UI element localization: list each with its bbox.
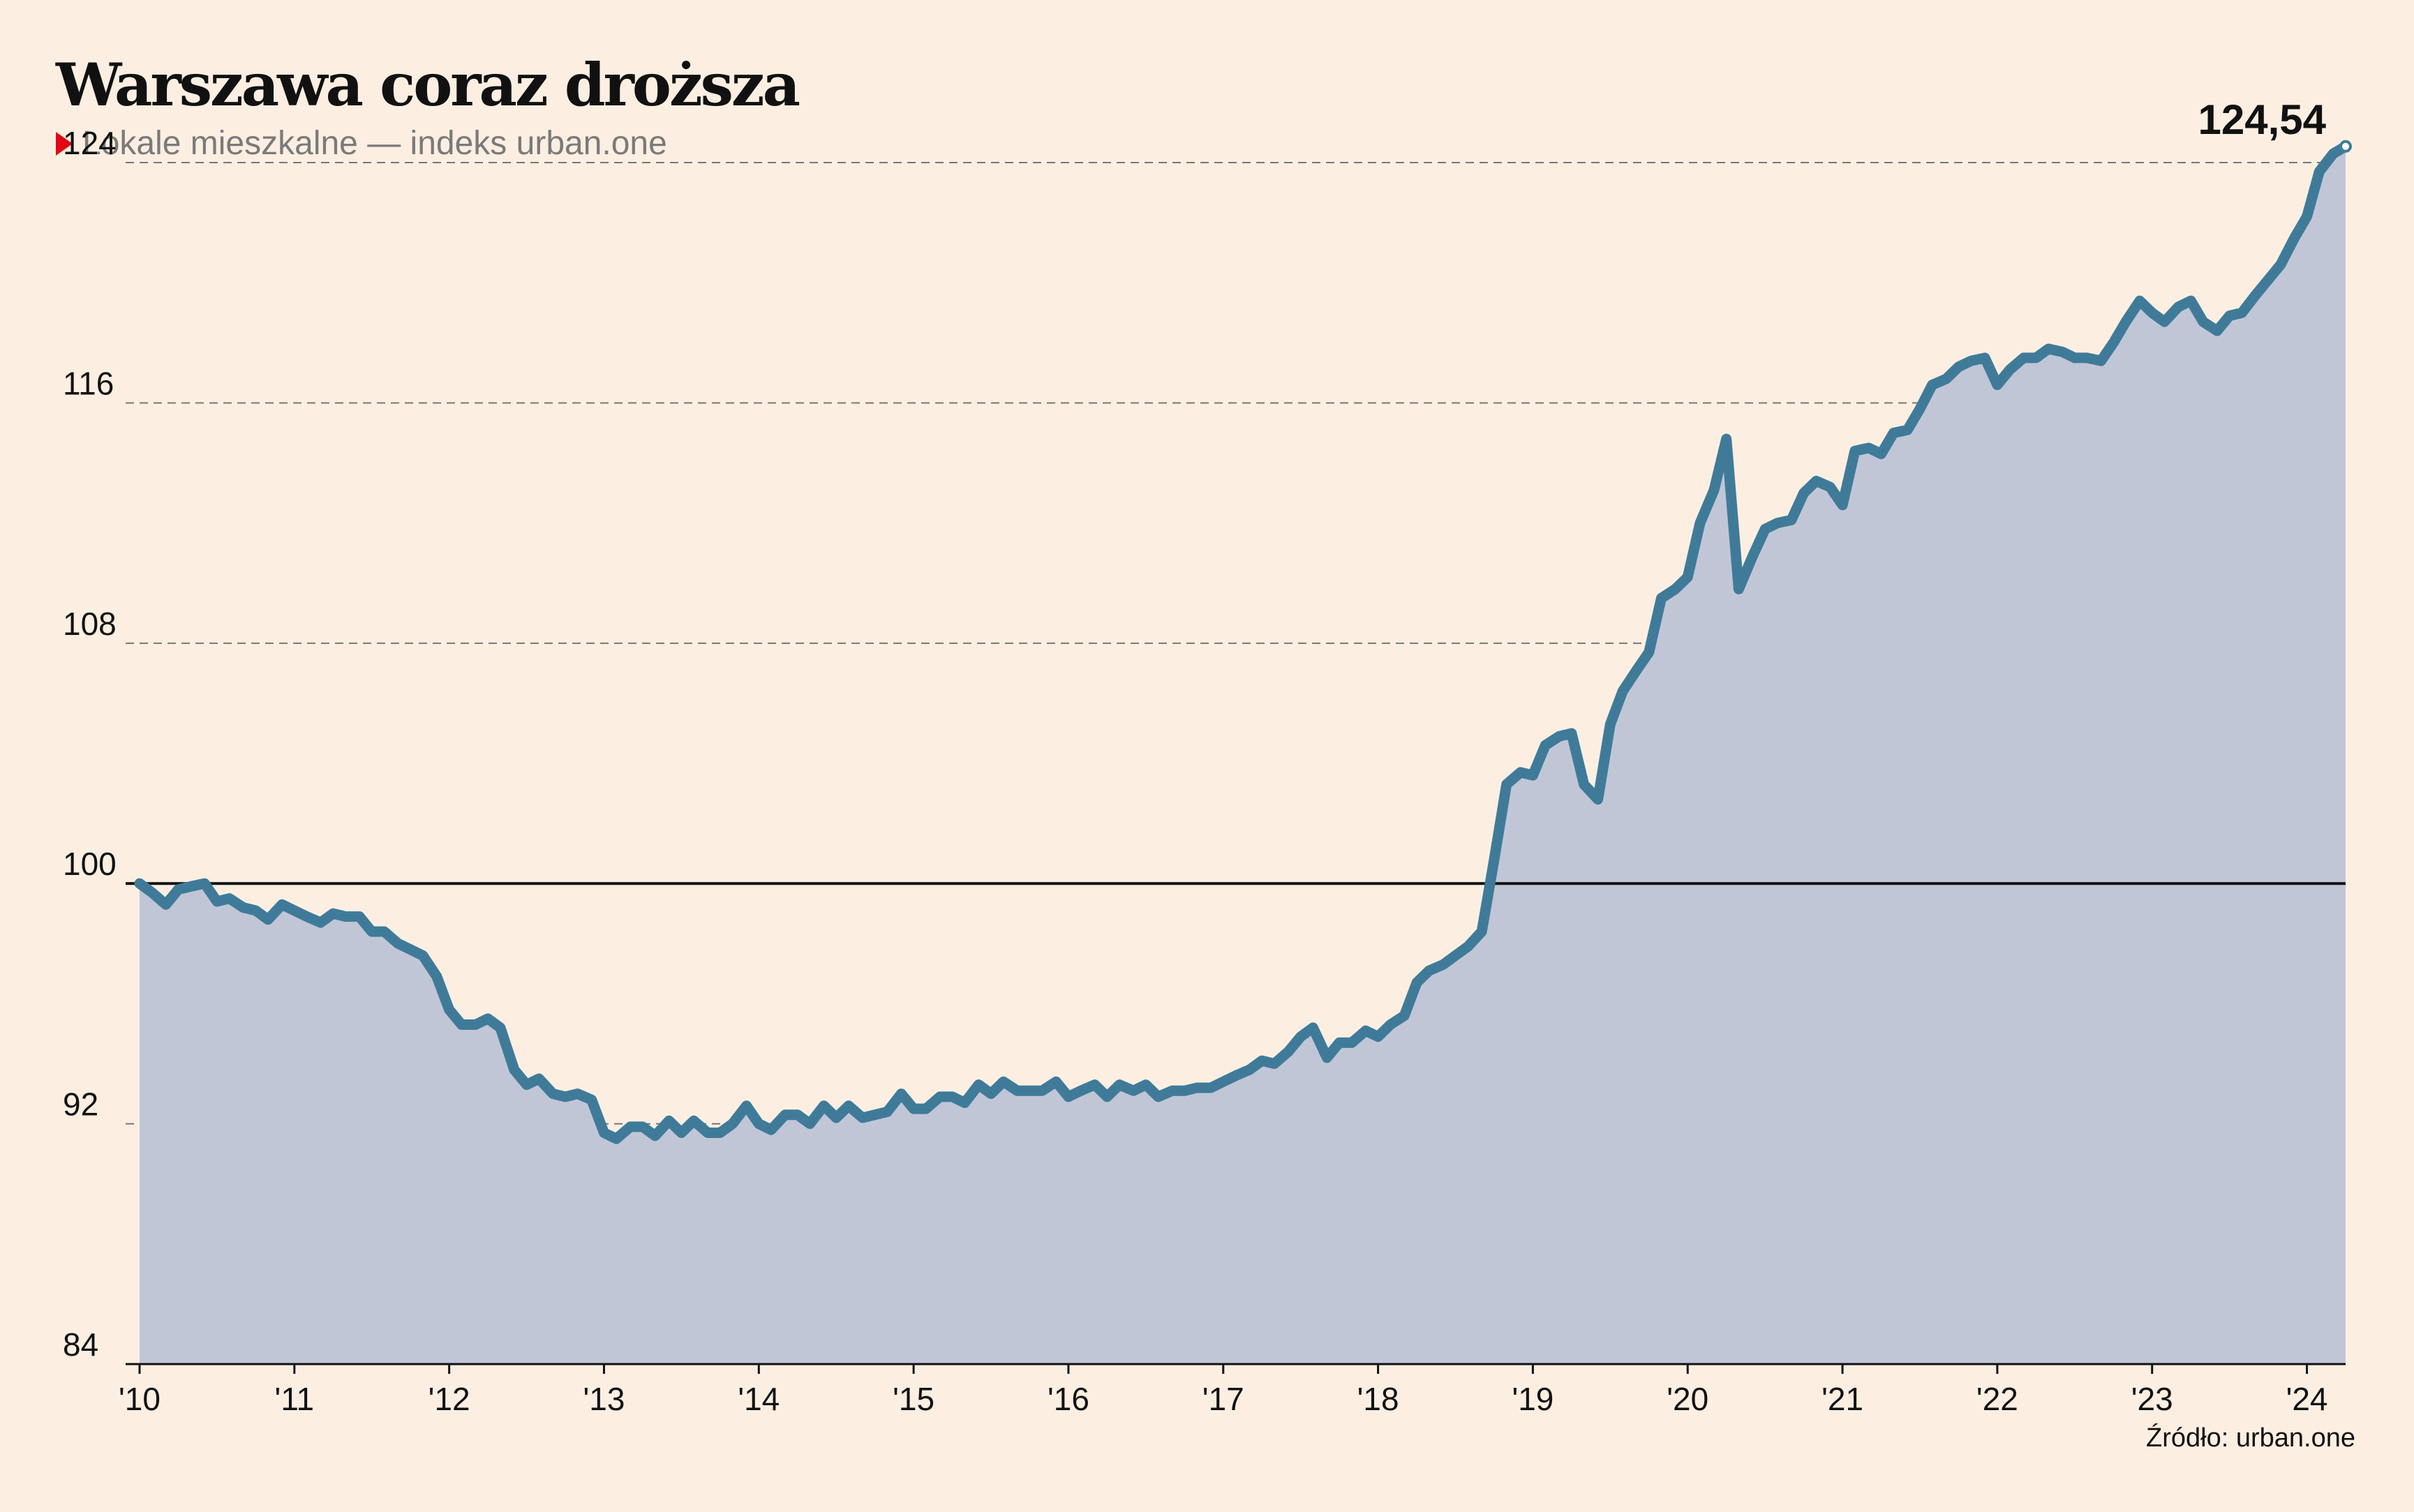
y-tick-label-100: 100: [63, 846, 117, 882]
x-tick-label-'12: '12: [429, 1381, 470, 1417]
x-tick-label-'16: '16: [1048, 1381, 1089, 1417]
x-tick-label-'17: '17: [1202, 1381, 1244, 1417]
x-tick-label-'13: '13: [583, 1381, 625, 1417]
x-tick-label-'18: '18: [1357, 1381, 1399, 1417]
source-note: Źródło: urban.one: [2146, 1423, 2355, 1453]
x-tick-label-'14: '14: [738, 1381, 780, 1417]
y-tick-label-116: 116: [63, 365, 114, 401]
x-tick-label-'20: '20: [1667, 1381, 1708, 1417]
x-tick-label-'15: '15: [893, 1381, 934, 1417]
x-tick-label-'19: '19: [1512, 1381, 1554, 1417]
last-value-label: 124,54: [2198, 96, 2326, 143]
x-tick-label-'22: '22: [1976, 1381, 2018, 1417]
chart-subtitle: Lokale mieszkalne — indeks urban.one: [56, 124, 667, 163]
subtitle-text: Lokale mieszkalne — indeks urban.one: [82, 125, 667, 162]
series-area: [140, 146, 2346, 1364]
x-tick-label-'10: '10: [119, 1381, 161, 1417]
series-line: [134, 141, 2351, 1144]
y-tick-label-92: 92: [63, 1086, 98, 1123]
x-tick-label-'23: '23: [2131, 1381, 2173, 1417]
chart-title: Warszawa coraz droższa: [56, 50, 800, 119]
y-tick-label-84: 84: [63, 1326, 98, 1363]
last-point-marker: [2339, 140, 2352, 153]
y-tick-label-124: 124: [63, 125, 117, 161]
red-triangle-icon: [56, 131, 73, 156]
y-tick-label-108: 108: [63, 606, 117, 642]
x-axis-ticks: '10 '11 '12 '13 '14 '15 '16 '17 '18 '19 '20 '21 '22 '…: [119, 1364, 2328, 1417]
x-tick-label-'21: '21: [1821, 1381, 1863, 1417]
y-axis-ticks: 84 92 100 108 116 124: [63, 125, 117, 1363]
x-tick-label-'11: '11: [275, 1381, 315, 1417]
x-tick-label-'24: '24: [2286, 1381, 2328, 1417]
